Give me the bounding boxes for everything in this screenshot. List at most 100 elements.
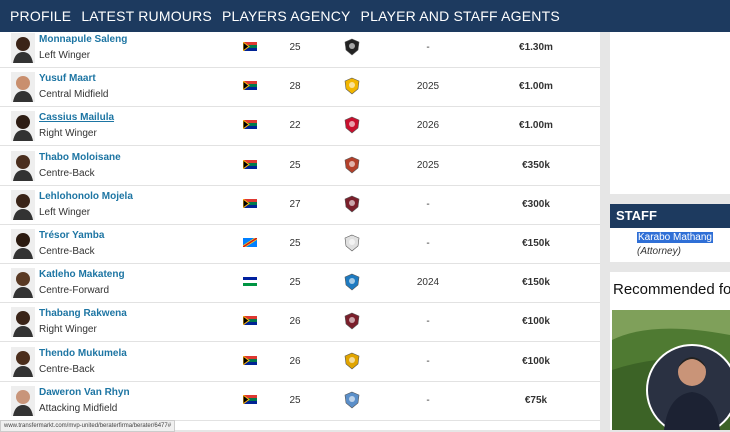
player-photo[interactable] — [11, 346, 35, 377]
player-photo[interactable] — [11, 150, 35, 181]
nationality-flag — [243, 394, 257, 404]
player-age: 25 — [289, 159, 301, 171]
player-row: Thendo Mukumela Centre-Back 26 - €100k — [0, 342, 600, 382]
player-name[interactable]: Thabang Rakwena — [39, 308, 127, 320]
nationality-flag — [243, 316, 257, 326]
player-name[interactable]: Lehlohonolo Mojela — [39, 190, 133, 202]
nav-item[interactable]: PLAYERS AGENCY — [221, 8, 351, 24]
player-photo[interactable] — [11, 307, 35, 338]
player-position: Left Winger — [39, 50, 91, 61]
nationality-flag — [243, 198, 257, 208]
players-table: Monnapule Saleng Left Winger 25 - €1.30m Yusu… — [0, 28, 600, 430]
player-row: Thabang Rakwena Right Winger 26 - €100k — [0, 302, 600, 343]
player-row: Daweron Van Rhyn Attacking Midfield 25 - €75… — [0, 381, 600, 421]
player-position: Right Winger — [39, 128, 97, 140]
player-name[interactable]: Thendo Mukumela — [39, 347, 127, 359]
club-logo[interactable] — [343, 391, 361, 409]
player-age: 26 — [289, 316, 301, 328]
player-name[interactable]: Katleho Makateng — [39, 269, 125, 281]
player-age: 25 — [289, 394, 301, 406]
club-logo[interactable] — [343, 234, 361, 252]
club-logo[interactable] — [343, 352, 361, 370]
market-value: €150k — [522, 277, 550, 289]
contract-until: - — [426, 394, 430, 406]
player-age: 25 — [289, 238, 301, 249]
player-row: Thabo Moloisane Centre-Back 25 2025 €350k — [0, 146, 600, 186]
player-photo[interactable] — [11, 189, 35, 220]
nationality-flag — [243, 81, 257, 91]
market-value: €300k — [522, 198, 550, 210]
contract-until: - — [426, 198, 430, 210]
nationality-flag — [243, 159, 257, 169]
recommended-box: Recommended fo — [610, 272, 730, 430]
club-logo[interactable] — [343, 312, 361, 330]
staff-name[interactable]: Karabo Mathang — [637, 232, 713, 243]
club-logo[interactable] — [343, 156, 361, 174]
contract-until: - — [426, 238, 430, 249]
nav-item[interactable]: PROFILE — [10, 8, 72, 24]
market-value: €100k — [522, 355, 550, 367]
player-age: 25 — [289, 42, 301, 53]
nationality-flag — [243, 238, 257, 247]
contract-until: - — [426, 316, 430, 328]
status-bar: www.transfermarkt.com/mvp-united/berater… — [0, 420, 176, 432]
club-logo[interactable] — [343, 116, 361, 134]
player-name[interactable]: Yusuf Maart — [39, 73, 96, 85]
club-logo[interactable] — [343, 77, 361, 95]
player-age: 25 — [289, 277, 301, 289]
player-photo[interactable] — [11, 229, 35, 259]
market-value: €1.00m — [519, 81, 553, 93]
market-value: €1.30m — [519, 42, 553, 53]
player-row: Lehlohonolo Mojela Left Winger 27 - €300k — [0, 185, 600, 225]
nav-bar: PROFILE LATEST RUMOURS PLAYERS AGENCY PLAYE… — [0, 0, 730, 32]
player-name[interactable]: Monnapule Saleng — [39, 34, 128, 45]
player-position: Centre-Back — [39, 167, 95, 179]
recommended-image[interactable] — [612, 310, 730, 430]
player-row: Monnapule Saleng Left Winger 25 - €1.30m — [0, 28, 600, 68]
market-value: €350k — [522, 159, 550, 171]
player-row: Trésor Yamba Centre-Back 25 - €150k — [0, 224, 600, 264]
player-row: Cassius Mailula Right Winger 22 2026 €1.00m — [0, 106, 600, 147]
player-row: Katleho Makateng Centre-Forward 25 2024 €150… — [0, 263, 600, 304]
player-photo[interactable] — [11, 268, 35, 299]
player-photo[interactable] — [11, 33, 35, 63]
contract-until: 2026 — [416, 120, 440, 132]
market-value: €1.00m — [519, 120, 553, 132]
recommended-title: Recommended fo — [613, 281, 730, 298]
player-name[interactable]: Cassius Mailula — [39, 112, 115, 124]
player-photo[interactable] — [11, 111, 35, 142]
staff-box: Karabo Mathang (Attorney) — [610, 228, 730, 262]
player-position: Centre-Back — [39, 246, 95, 257]
market-value: €100k — [522, 316, 550, 328]
player-photo[interactable] — [11, 72, 35, 103]
club-logo[interactable] — [343, 38, 361, 56]
nationality-flag — [243, 277, 257, 287]
nationality-flag — [243, 355, 257, 365]
player-position: Centre-Back — [39, 363, 95, 375]
player-age: 22 — [289, 120, 301, 132]
player-name[interactable]: Daweron Van Rhyn — [39, 386, 130, 398]
staff-role: (Attorney) — [637, 246, 681, 257]
nav-item[interactable]: LATEST RUMOURS — [81, 8, 212, 24]
player-age: 26 — [289, 355, 301, 367]
nationality-flag — [243, 42, 257, 51]
player-position: Right Winger — [39, 324, 97, 336]
club-logo[interactable] — [343, 273, 361, 291]
player-age: 28 — [289, 81, 301, 93]
player-position: Central Midfield — [39, 89, 109, 101]
club-logo[interactable] — [343, 195, 361, 213]
player-photo[interactable] — [11, 385, 35, 416]
contract-until: 2025 — [416, 81, 440, 93]
contract-until: - — [426, 42, 430, 53]
market-value: €75k — [524, 394, 548, 406]
contract-until: 2024 — [416, 277, 440, 289]
player-position: Centre-Forward — [39, 285, 110, 297]
player-row: Yusuf Maart Central Midfield 28 2025 €1.00m — [0, 67, 600, 108]
player-position: Left Winger — [39, 206, 91, 218]
nationality-flag — [243, 120, 257, 130]
player-name[interactable]: Trésor Yamba — [39, 230, 105, 241]
player-age: 27 — [289, 198, 301, 210]
player-name[interactable]: Thabo Moloisane — [39, 151, 121, 163]
nav-item[interactable]: PLAYER AND STAFF AGENTS — [360, 8, 560, 24]
